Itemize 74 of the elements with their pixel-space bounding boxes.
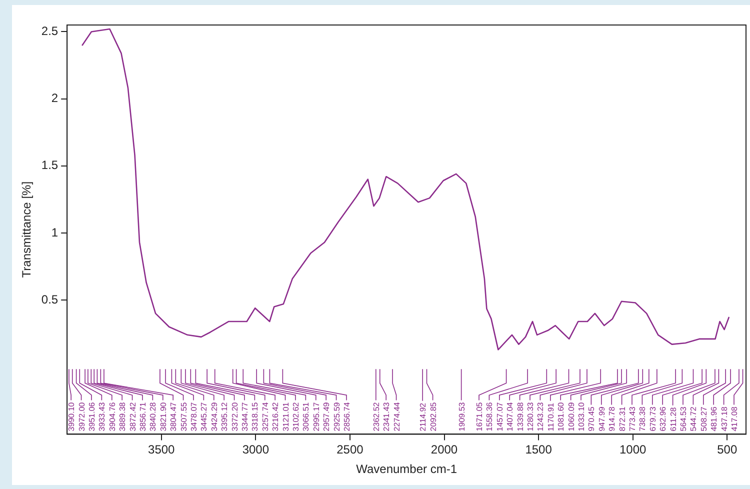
annotation: 1339.88 [516, 402, 525, 432]
annotation: 2362.52 [372, 402, 381, 432]
annotation: 508.27 [699, 406, 708, 432]
annotation: 3216.42 [271, 402, 280, 432]
annotation: 632.96 [658, 406, 668, 432]
annotation: 3856.71 [138, 402, 148, 432]
annotation: 914.78 [608, 406, 617, 432]
annotation: 3344.77 [240, 402, 250, 432]
annotation: 2114.92 [418, 402, 428, 432]
annotation: 3904.76 [108, 402, 117, 432]
annotation: 611.28 [668, 406, 678, 432]
annotation: 1909.53 [457, 402, 466, 432]
annotation: 3951.06 [87, 402, 96, 432]
annotation: 1033.10 [577, 402, 586, 432]
annotation: 3102.62 [291, 402, 300, 432]
annotation: 544.72 [689, 406, 698, 432]
annotation: 1407.04 [506, 402, 515, 432]
y-tick-label: 1.5 [41, 158, 58, 172]
annotation: 481.96 [710, 406, 719, 432]
annotation: 2274.44 [392, 402, 402, 432]
annotation: 417.08 [730, 406, 739, 432]
annotation: 1060.09 [566, 402, 576, 432]
annotation: 773.43 [628, 406, 637, 432]
annotation: 2092.85 [428, 402, 438, 432]
annotation: 2957.49 [322, 402, 332, 432]
annotation: 1243.23 [536, 402, 546, 432]
x-tick-label: 2500 [336, 442, 364, 457]
annotation: 2341.43 [382, 402, 392, 432]
annotation: 3395.12 [220, 402, 230, 432]
annotation: 3121.01 [281, 402, 290, 432]
annotation: 1457.07 [495, 402, 504, 432]
annotation: 3507.55 [179, 402, 188, 432]
x-tick-label: 3000 [242, 442, 270, 457]
annotation: 3257.74 [260, 402, 270, 432]
annotation: 679.73 [648, 406, 658, 432]
y-tick-label: 0.5 [41, 292, 58, 306]
annotation: 3840.28 [148, 402, 158, 432]
x-tick-label: 3500 [148, 442, 176, 457]
annotation: 3872.42 [128, 402, 138, 432]
annotation: 3478.07 [189, 402, 198, 432]
annotation: 3933.43 [98, 402, 107, 432]
annotation: 3424.29 [210, 402, 219, 432]
annotation: 3066.51 [302, 402, 311, 432]
annotation: 564.53 [679, 406, 688, 432]
annotation: 3889.38 [118, 402, 128, 432]
y-tick-label: 2 [51, 91, 58, 106]
annotation: 1081.60 [556, 402, 566, 432]
annotation: 970.45 [587, 406, 596, 432]
annotation: 947.99 [597, 406, 606, 432]
annotation: 2995.17 [312, 402, 321, 432]
x-axis-title: Wavenumber cm-1 [356, 462, 458, 476]
x-tick-label: 2000 [430, 442, 458, 457]
annotation: 437.18 [720, 406, 729, 432]
annotation: 738.38 [638, 406, 648, 432]
annotation: 3990.10 [67, 402, 76, 432]
x-tick-label: 500 [717, 442, 738, 457]
y-tick-label: 1 [51, 225, 58, 240]
annotation: 3372.20 [230, 402, 240, 432]
x-tick-label: 1000 [619, 442, 647, 457]
annotation: 1280.33 [526, 402, 535, 432]
x-tick-label: 1500 [525, 442, 552, 457]
annotation: 1170.91 [546, 402, 556, 432]
annotation: 3445.27 [200, 402, 209, 432]
annotation: 2925.59 [332, 402, 342, 432]
annotation: 2856.74 [342, 402, 352, 432]
annotation: 3972.00 [77, 402, 86, 432]
annotation: 872.31 [618, 406, 627, 432]
annotation: 1671.05 [475, 402, 484, 432]
y-axis-title: Transmittance [%] [20, 181, 34, 278]
annotation: 3318.15 [250, 402, 260, 432]
annotation: 3804.47 [169, 402, 178, 432]
annotation: 3821.90 [158, 402, 168, 432]
annotation: 1558.36 [485, 402, 494, 432]
y-tick-label: 2.5 [41, 24, 58, 38]
